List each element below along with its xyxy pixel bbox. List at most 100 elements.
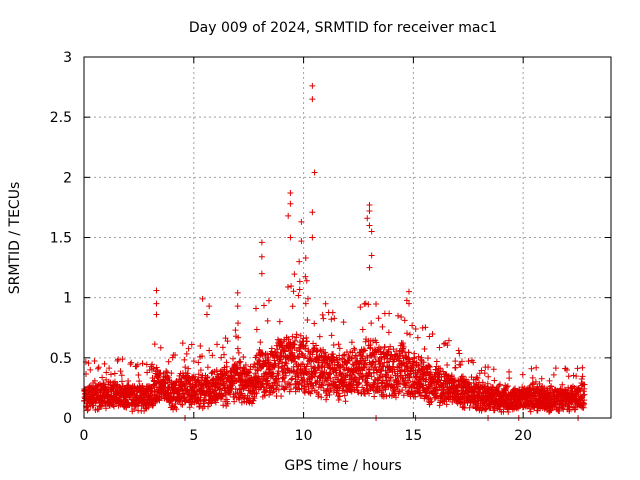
data-point — [456, 350, 463, 357]
data-point — [263, 381, 270, 388]
data-point — [316, 333, 323, 340]
data-point — [153, 300, 160, 307]
data-point — [296, 286, 303, 293]
data-point — [366, 264, 373, 271]
data-point — [153, 311, 160, 318]
data-point — [273, 386, 280, 393]
data-point — [157, 344, 164, 351]
data-point — [287, 234, 294, 241]
data-point — [143, 361, 150, 368]
data-point — [533, 364, 540, 371]
data-point — [497, 381, 504, 388]
y-tick-label: 2.5 — [50, 110, 72, 126]
data-point — [199, 295, 206, 302]
data-point — [255, 375, 262, 382]
data-point — [398, 313, 405, 320]
data-point — [273, 376, 280, 383]
data-point — [152, 381, 159, 388]
data-point — [368, 228, 375, 235]
data-point — [204, 374, 211, 381]
data-point — [366, 208, 373, 215]
data-point — [275, 386, 282, 393]
data-point — [182, 397, 189, 404]
data-point — [290, 288, 297, 295]
data-point — [218, 393, 225, 400]
data-point — [165, 374, 172, 381]
data-point — [95, 406, 102, 413]
data-point — [348, 339, 355, 346]
data-point — [371, 393, 378, 400]
x-tick-label: 20 — [514, 428, 532, 444]
data-point — [228, 385, 235, 392]
data-point — [197, 367, 204, 374]
data-point — [253, 390, 260, 397]
data-point — [173, 406, 180, 413]
data-point — [151, 341, 158, 348]
data-point — [161, 380, 168, 387]
data-point — [260, 302, 267, 309]
data-point — [258, 239, 265, 246]
data-point — [257, 339, 264, 346]
data-point — [241, 396, 248, 403]
data-point — [359, 326, 366, 333]
data-point — [424, 355, 431, 362]
data-points — [81, 82, 588, 421]
data-point — [149, 361, 156, 368]
y-tick-label: 3 — [63, 50, 72, 66]
data-point — [272, 361, 279, 368]
data-point — [91, 357, 98, 364]
data-point — [296, 258, 303, 265]
data-point — [325, 381, 332, 388]
data-point — [95, 364, 102, 371]
data-point — [322, 300, 329, 307]
data-point — [195, 371, 202, 378]
data-point — [211, 388, 218, 395]
data-point — [94, 386, 101, 393]
data-point — [373, 300, 380, 307]
data-point — [490, 366, 497, 373]
data-point — [529, 374, 536, 381]
data-point — [221, 351, 228, 358]
data-point — [287, 386, 294, 393]
data-point — [102, 405, 109, 412]
data-point — [206, 347, 213, 354]
data-point — [422, 324, 429, 331]
data-point — [275, 372, 282, 379]
data-point — [224, 338, 231, 345]
data-point — [274, 382, 281, 389]
data-point — [342, 398, 349, 405]
y-tick-label: 2 — [63, 170, 72, 186]
data-point — [288, 283, 295, 290]
data-point — [136, 378, 143, 385]
data-point — [283, 360, 290, 367]
x-tick-label: 0 — [80, 428, 89, 444]
data-point — [289, 333, 296, 340]
data-point — [331, 315, 338, 322]
data-point — [234, 345, 241, 352]
y-axis-label: SRMTID / TECUs — [7, 182, 23, 295]
data-point — [118, 378, 125, 385]
data-point — [290, 341, 297, 348]
data-point — [421, 345, 428, 352]
data-point — [203, 311, 210, 318]
y-tick-label: 1 — [63, 291, 72, 307]
data-point — [319, 311, 326, 318]
data-point — [179, 401, 186, 408]
data-point — [291, 271, 298, 278]
data-point — [127, 361, 134, 368]
data-point — [444, 362, 451, 369]
data-point — [281, 370, 288, 377]
data-point — [241, 366, 248, 373]
data-point — [111, 370, 118, 377]
data-point — [276, 318, 283, 325]
data-point — [253, 366, 260, 373]
data-point — [235, 349, 242, 356]
data-point — [149, 374, 156, 381]
data-point — [458, 358, 465, 365]
data-point — [379, 323, 386, 330]
data-point — [99, 374, 106, 381]
data-point — [579, 373, 586, 380]
data-point — [261, 388, 268, 395]
data-point — [181, 356, 188, 363]
data-point — [91, 377, 98, 384]
